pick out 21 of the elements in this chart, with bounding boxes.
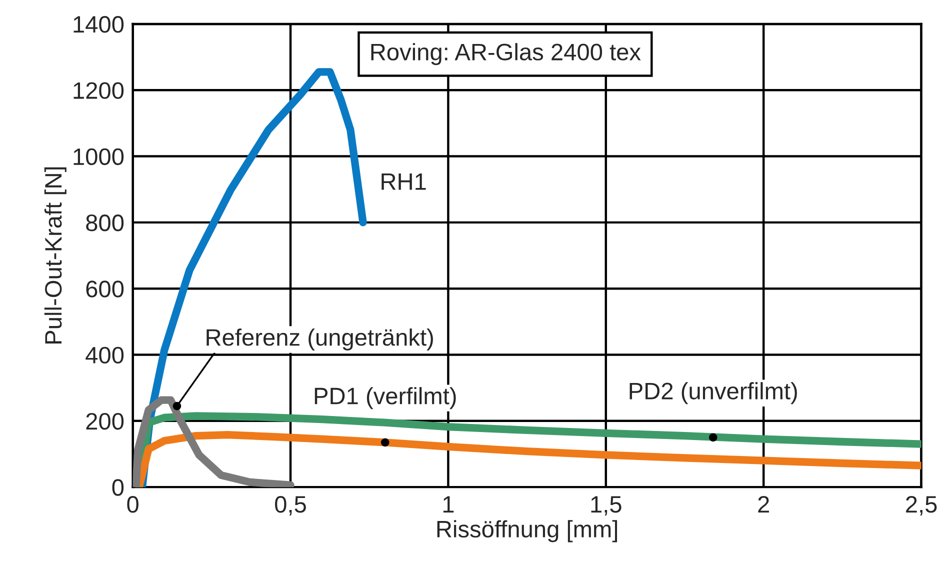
x-tick-label: 0,5: [275, 496, 306, 516]
x-tick-label: 2: [758, 496, 769, 513]
y-tick-label: 600: [86, 280, 124, 298]
annotation: PD1 (verfilmt): [314, 387, 456, 410]
annotation: PD2 (unverfilmt): [630, 382, 797, 404]
y-tick-label: 0: [112, 479, 124, 496]
y-tick-label: 1000: [74, 148, 124, 166]
y-tick-label: 1200: [74, 82, 124, 99]
x-tick-label: 1,5: [591, 496, 622, 516]
x-axis-title: Rissöffnung [mm]: [437, 520, 618, 542]
x-tick-label: 0: [127, 496, 138, 513]
y-tick-label: 200: [86, 412, 124, 430]
annotation: Roving: AR-Glas 2400 tex: [371, 43, 641, 66]
x-tick-label: 2,5: [906, 496, 937, 516]
y-tick-label: 1400: [74, 16, 124, 33]
annotation: Referenz (ungetränkt): [206, 328, 433, 350]
y-tick-label: 400: [86, 346, 124, 364]
x-tick-label: 1: [443, 496, 454, 513]
y-tick-label: 800: [86, 214, 124, 232]
annotation: RH1: [382, 174, 426, 190]
y-axis-title: Pull-Out-Kraft [N]: [44, 167, 66, 344]
